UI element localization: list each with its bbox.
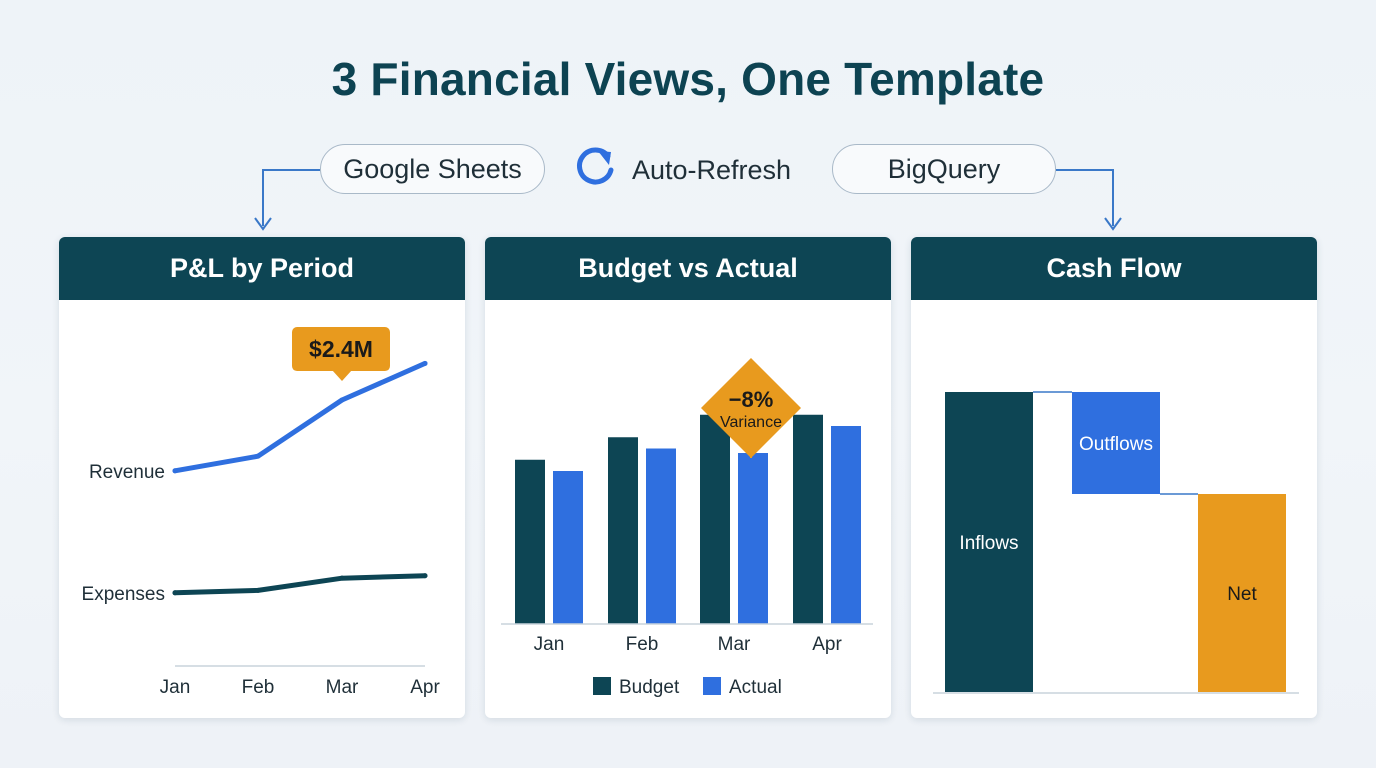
bva-variance-arrow-head — [744, 440, 758, 451]
pl-tick-label-jan: Jan — [160, 677, 191, 698]
google-sheets-label: Google Sheets — [343, 153, 522, 184]
bva-variance-diamond — [701, 358, 801, 458]
pl-point-expenses-mar — [339, 575, 345, 581]
connector-arrow-left — [254, 217, 272, 231]
cashflow-panel: Cash Flow Inflows Outflows Net — [911, 237, 1317, 718]
pl-series-line-expenses — [172, 573, 428, 596]
pl-annotation-callout: $2.4M — [292, 327, 390, 382]
bigquery-source[interactable]: BigQuery — [832, 144, 1056, 194]
pl-point-expenses-feb — [255, 587, 261, 593]
connector-arrow-right — [1104, 217, 1122, 231]
pl-point-revenue-feb — [255, 453, 261, 459]
bva-tick-label-jan: Jan — [534, 634, 565, 655]
bva-tick-label-apr: Apr — [812, 634, 842, 655]
bigquery-label: BigQuery — [887, 153, 1001, 184]
pl-tick-label-feb: Feb — [242, 677, 275, 698]
pl-point-revenue-apr — [422, 360, 428, 366]
bva-legend-label-budget: Budget — [619, 677, 680, 698]
bva-bar-actual-mar — [738, 453, 768, 624]
pl-point-expenses-apr — [422, 573, 428, 579]
cf-bar-label-inflows: Inflows — [959, 533, 1018, 554]
bva-bar-budget-jan — [515, 459, 545, 624]
refresh-icon — [572, 144, 618, 197]
pl-annotation-text: $2.4M — [309, 336, 373, 362]
pl-series-label-expenses: Expenses — [82, 584, 165, 605]
cf-bar-label-net: Net — [1227, 584, 1257, 605]
pl-point-revenue-mar — [339, 397, 345, 403]
budget-bar-chart: Jan Feb Mar Apr Budget Actual −8% Variance — [501, 358, 873, 698]
connector-line-left — [262, 169, 320, 226]
connector-line-right — [1056, 169, 1114, 226]
pl-point-revenue-jan — [172, 468, 178, 474]
pl-panel-title: P&L by Period — [59, 237, 465, 300]
cf-bar-label-outflows: Outflows — [1079, 434, 1153, 455]
google-sheets-source[interactable]: Google Sheets — [320, 144, 545, 194]
pl-tick-label-apr: Apr — [410, 677, 440, 698]
bva-legend-label-actual: Actual — [729, 677, 782, 698]
cf-bar-inflows — [945, 392, 1033, 692]
bva-bar-budget-apr — [793, 414, 823, 624]
bva-tick-label-mar: Mar — [718, 634, 751, 655]
pl-tick-label-mar: Mar — [326, 677, 359, 698]
budget-panel: Budget vs Actual Jan Feb Mar Apr Budget Actua… — [485, 237, 891, 718]
bva-variance-callout: −8% Variance — [701, 358, 801, 458]
bva-legend-swatch-budget — [593, 677, 611, 695]
bva-variance-label: Variance — [720, 414, 782, 431]
page-title: 3 Financial Views, One Template — [331, 53, 1045, 105]
pl-line-chart: Revenue Expenses Jan Feb Mar Apr $2.4M — [82, 327, 440, 698]
bva-bar-actual-feb — [646, 448, 676, 624]
auto-refresh-label: Auto-Refresh — [632, 154, 792, 185]
source-connectors — [254, 169, 1122, 231]
bva-bar-budget-mar — [700, 414, 730, 624]
budget-panel-title: Budget vs Actual — [485, 237, 891, 300]
pl-annotation-box — [292, 327, 390, 372]
pl-series-line-revenue — [172, 360, 428, 474]
pl-point-expenses-jan — [172, 590, 178, 596]
pl-annotation-pointer — [332, 370, 352, 382]
bva-tick-label-feb: Feb — [626, 634, 659, 655]
pl-series-label-revenue: Revenue — [89, 462, 165, 483]
auto-refresh-indicator[interactable]: Auto-Refresh — [572, 146, 791, 194]
cf-bar-net — [1198, 494, 1286, 692]
cashflow-panel-title: Cash Flow — [911, 237, 1317, 300]
bva-bar-actual-jan — [553, 471, 583, 624]
pl-panel: P&L by Period Revenue Expenses Jan Feb Mar Ap… — [59, 237, 465, 718]
bva-legend-swatch-actual — [703, 677, 721, 695]
bva-bar-budget-feb — [608, 437, 638, 624]
bva-bar-actual-apr — [831, 426, 861, 624]
cf-bar-outflows — [1072, 392, 1160, 494]
bva-variance-value: −8% — [729, 387, 774, 412]
cashflow-waterfall-chart: Inflows Outflows Net — [933, 391, 1299, 694]
